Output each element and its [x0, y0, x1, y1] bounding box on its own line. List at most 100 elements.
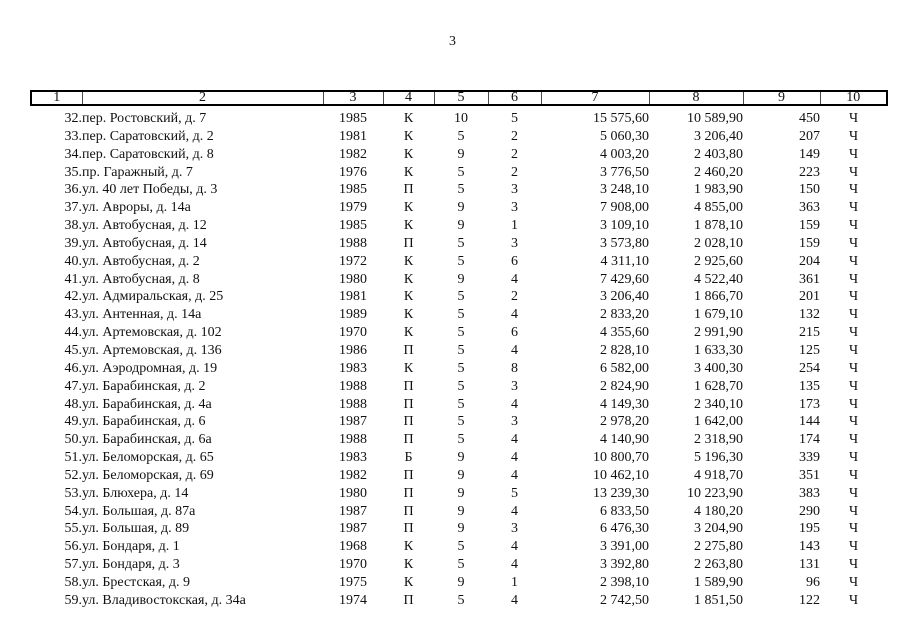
cell-col9: 201 — [799, 289, 820, 305]
cell-col3: 1985 — [339, 182, 367, 198]
cell-col10: Ч — [848, 450, 859, 466]
cell-col8: 1 589,90 — [694, 574, 743, 590]
cell-col1: 32. — [64, 111, 83, 126]
cell-col7: 13 239,30 — [593, 485, 649, 501]
cell-col9: 122 — [799, 592, 820, 608]
cell-col5: 10 — [454, 111, 468, 126]
cell-col1: 47. — [64, 378, 83, 394]
cell-col4: П — [403, 467, 414, 483]
cell-col1: 40. — [64, 253, 83, 269]
table-row: 57. ул. Бондаря, д. 3 1970 К 5 4 3 392,80 2 263… — [31, 556, 887, 574]
table-row: 52. ул. Беломорская, д. 69 1982 П 9 4 10 462,1… — [31, 467, 887, 485]
table-row: 46. ул. Аэродромная, д. 19 1983 К 5 8 6 582,00… — [31, 360, 887, 378]
cell-col3: 1968 — [339, 539, 367, 555]
cell-col10: Ч — [848, 146, 859, 162]
cell-col4: К — [403, 200, 414, 216]
cell-col5: 9 — [457, 146, 465, 162]
cell-col6: 4 — [511, 271, 518, 287]
cell-col8: 4 180,20 — [694, 503, 743, 519]
cell-col8: 2 460,20 — [694, 164, 743, 180]
cell-col8: 1 878,10 — [694, 218, 743, 234]
cell-col2: ул. Бондаря, д. 3 — [82, 557, 180, 573]
cell-col7: 2 978,20 — [600, 414, 649, 430]
cell-col1: 45. — [64, 342, 83, 358]
cell-col2: пер. Саратовский, д. 2 — [82, 128, 214, 144]
cell-col7: 4 149,30 — [600, 396, 649, 412]
cell-col6: 4 — [511, 503, 518, 519]
cell-col6: 4 — [511, 307, 518, 323]
cell-col4: К — [403, 253, 414, 269]
table-row: 43. ул. Антенная, д. 14а 1989 К 5 4 2 833,20 1 … — [31, 306, 887, 324]
cell-col2: ул. Бондаря, д. 1 — [82, 539, 180, 555]
cell-col5: 5 — [457, 182, 465, 198]
table-row: 44. ул. Артемовская, д. 102 1970 К 5 6 4 355,6… — [31, 324, 887, 342]
cell-col6: 3 — [511, 182, 518, 198]
cell-col9: 159 — [799, 218, 820, 234]
cell-col8: 3 206,40 — [694, 128, 743, 144]
cell-col8: 2 340,10 — [694, 396, 743, 412]
cell-col10: Ч — [848, 360, 859, 376]
table-row: 34. пер. Саратовский, д. 8 1982 К 9 2 4 003,20… — [31, 146, 887, 164]
cell-col9: 204 — [799, 253, 820, 269]
cell-col5: 9 — [457, 467, 465, 483]
cell-col4: П — [403, 235, 414, 251]
cell-col3: 1974 — [339, 592, 367, 608]
cell-col1: 36. — [64, 182, 83, 198]
cell-col9: 149 — [799, 146, 820, 162]
cell-col5: 9 — [457, 450, 465, 466]
column-header-6: 6 — [487, 90, 542, 106]
cell-col9: 144 — [799, 414, 820, 430]
cell-col10: Ч — [848, 503, 859, 519]
cell-col7: 7 908,00 — [600, 200, 649, 216]
cell-col10: Ч — [848, 557, 859, 573]
cell-col5: 5 — [457, 128, 465, 144]
address-data-table: 1 2 3 4 5 6 7 8 9 10 32. пер. Ростовский, д. 7 1985… — [30, 90, 888, 610]
cell-col6: 3 — [511, 521, 518, 537]
cell-col4: П — [403, 592, 414, 608]
cell-col9: 131 — [799, 557, 820, 573]
cell-col6: 4 — [511, 396, 518, 412]
cell-col6: 4 — [511, 450, 518, 466]
cell-col9: 132 — [799, 307, 820, 323]
cell-col7: 2 833,20 — [600, 307, 649, 323]
cell-col4: К — [403, 164, 414, 180]
cell-col4: П — [403, 485, 414, 501]
cell-col1: 53. — [64, 485, 83, 501]
cell-col9: 135 — [799, 378, 820, 394]
table-row: 59. ул. Владивостокская, д. 34а 1974 П 5 4 2 7… — [31, 592, 887, 610]
cell-col2: ул. Брестская, д. 9 — [82, 574, 191, 590]
cell-col2: ул. Артемовская, д. 136 — [82, 342, 222, 358]
cell-col8: 2 318,90 — [694, 432, 743, 448]
cell-col8: 4 918,70 — [694, 467, 743, 483]
cell-col5: 5 — [457, 289, 465, 305]
cell-col9: 363 — [799, 200, 820, 216]
cell-col8: 1 679,10 — [694, 307, 743, 323]
cell-col2: ул. Барабинская, д. 4а — [82, 396, 212, 412]
cell-col7: 3 573,80 — [600, 235, 649, 251]
cell-col7: 4 311,10 — [600, 253, 649, 269]
cell-col2: ул. Автобусная, д. 12 — [82, 218, 207, 234]
cell-col7: 4 003,20 — [600, 146, 649, 162]
table-header-row: 1 2 3 4 5 6 7 8 9 10 — [30, 90, 888, 106]
cell-col6: 4 — [511, 432, 518, 448]
cell-col4: Б — [404, 450, 413, 466]
table-row: 40. ул. Автобусная, д. 2 1972 К 5 6 4 311,10 2 … — [31, 253, 887, 271]
cell-col7: 15 575,60 — [593, 111, 649, 126]
cell-col7: 3 248,10 — [600, 182, 649, 198]
cell-col10: Ч — [848, 271, 859, 287]
cell-col1: 48. — [64, 396, 83, 412]
cell-col8: 3 204,90 — [694, 521, 743, 537]
cell-col9: 143 — [799, 539, 820, 555]
cell-col3: 1986 — [339, 342, 367, 358]
cell-col7: 10 462,10 — [593, 467, 649, 483]
cell-col1: 46. — [64, 360, 83, 376]
cell-col1: 51. — [64, 450, 83, 466]
cell-col3: 1970 — [339, 557, 367, 573]
cell-col10: Ч — [848, 414, 859, 430]
cell-col6: 3 — [511, 235, 518, 251]
cell-col10: Ч — [848, 467, 859, 483]
cell-col10: Ч — [848, 164, 859, 180]
cell-col5: 5 — [457, 307, 465, 323]
cell-col6: 5 — [511, 485, 518, 501]
cell-col6: 8 — [511, 360, 518, 376]
